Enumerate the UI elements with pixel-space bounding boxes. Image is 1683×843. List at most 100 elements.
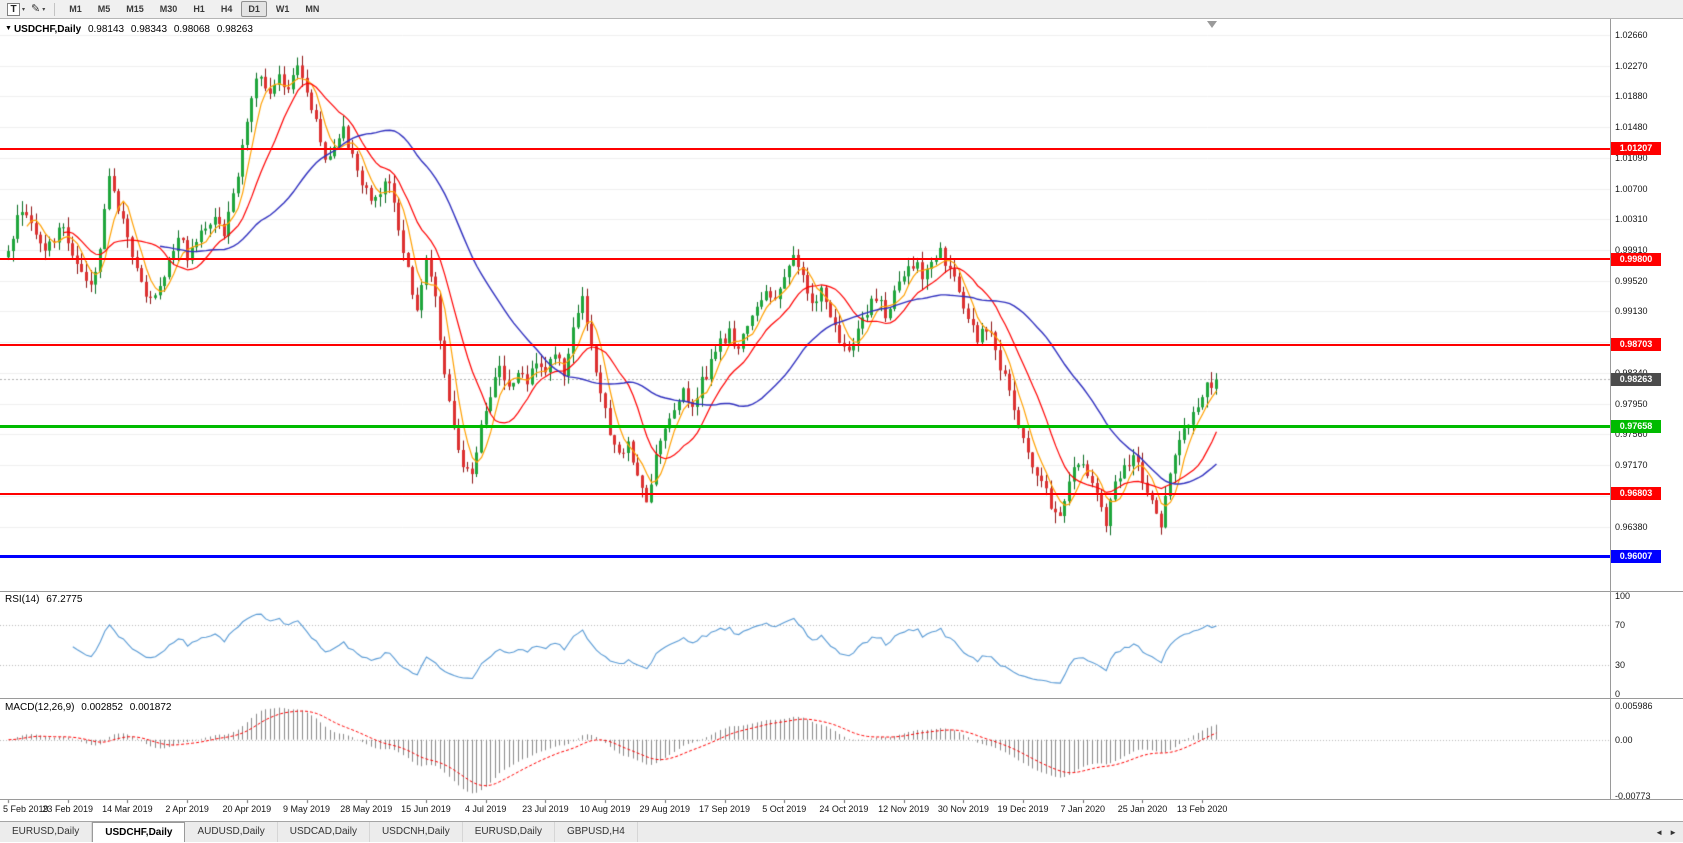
timeframe-button-m1[interactable]: M1 [69,4,82,14]
chart-tab-2-audusd-daily[interactable]: AUDUSD,Daily [185,822,278,842]
price-tick-label: 1.01880 [1615,91,1648,102]
text-tool-icon: T [7,2,20,16]
price-tag-0.96007: 0.96007 [1611,549,1661,563]
date-label: 23 Feb 2019 [42,804,93,814]
tab-scroll-right-icon[interactable]: ► [1669,827,1677,837]
date-label: 29 Aug 2019 [639,804,691,814]
chart-tab-0-eurusd-daily[interactable]: EURUSD,Daily [0,822,93,842]
macd-name: MACD(12,26,9) [5,702,75,713]
current-price-tag: 0.98263 [1611,372,1661,386]
timeframe-button-h4[interactable]: H4 [220,4,233,14]
date-label: 5 Oct 2019 [762,804,807,814]
rsi-indicator-title: RSI(14) 67.2775 [5,594,82,605]
horizontal-line-0.96007[interactable] [0,554,1610,558]
chevron-down-icon: ▾ [42,6,46,13]
timeframe-button-h1[interactable]: H1 [193,4,205,14]
rsi-scale-label: 100 [1615,591,1631,601]
timeframe-button-m5[interactable]: M5 [97,4,111,14]
pencil-icon: ✎ [31,2,41,15]
price-tick-label: 1.02660 [1615,29,1648,40]
price-tick-label: 0.96380 [1615,521,1648,532]
price-tick-label: 0.97950 [1615,398,1648,409]
macd-main-value: 0.002852 [81,702,123,713]
chart-tab-bar: EURUSD,Daily USDCHF,Daily AUDUSD,Daily USDC… [0,821,1683,842]
timeframe-button-m15[interactable]: M15 [126,4,144,14]
chart-tab-3-usdcad-daily[interactable]: USDCAD,Daily [278,822,370,842]
chart-tab-5-eurusd-daily[interactable]: EURUSD,Daily [463,822,555,842]
draw-tool-button[interactable]: ✎ ▾ [28,2,48,17]
text-tool-button[interactable]: T ▾ [4,2,28,17]
date-label: 23 Jul 2019 [522,804,569,814]
price-tick-label: 0.97170 [1615,460,1648,471]
date-label: 10 Aug 2019 [579,804,631,814]
timeframe-button-m30[interactable]: M30 [159,4,178,14]
date-label: 30 Nov 2019 [937,804,989,814]
panel-separator[interactable] [0,698,1683,699]
ohlc-low: 0.98068 [173,24,210,35]
date-label: 19 Dec 2019 [997,804,1049,814]
macd-scale-label: -0.00773 [1615,791,1651,801]
rsi-name: RSI(14) [5,594,40,605]
date-label: 12 Nov 2019 [878,804,930,814]
macd-scale-label: 0.005986 [1615,701,1653,711]
timeframe-button-mn[interactable]: MN [305,4,320,14]
date-label: 13 Feb 2020 [1176,804,1228,814]
price-tick-label: 1.00310 [1615,214,1648,225]
ohlc-high: 0.98343 [130,24,168,35]
macd-scale-label: 0.00 [1615,734,1633,745]
price-tick-label: 1.00700 [1615,183,1648,194]
price-tag-0.96803: 0.96803 [1611,487,1661,501]
panel-separator[interactable] [0,799,1683,800]
price-tag-0.98703: 0.98703 [1611,338,1661,352]
chart-tab-1-usdchf-daily[interactable]: USDCHF,Daily [92,822,186,842]
tab-scroll-controls: ◄ ► [1655,822,1683,842]
price-tick-label: 0.99910 [1615,245,1648,256]
rsi-scale-label: 70 [1615,620,1626,631]
chart-symbol-label: USDCHF,Daily [13,24,82,35]
price-tick-label: 1.01480 [1615,122,1648,133]
rsi-scale-label: 30 [1615,659,1626,670]
ohlc-close: 0.98263 [216,24,253,35]
top-toolbar: T ▾ ✎ ▾ M1 M5 M15 M30 H1 H4 D1 W1 MN [0,0,1683,19]
price-axis[interactable] [1611,19,1683,799]
price-tag-0.99800: 0.99800 [1611,252,1661,266]
panel-separator[interactable] [0,591,1683,592]
price-tag-0.97658: 0.97658 [1611,420,1661,434]
chart-title: ▼ USDCHF,Daily 0.98143 0.98343 0.98068 0.… [5,24,253,35]
date-label: 5 Feb 2019 [3,804,49,814]
rsi-value: 67.2775 [46,594,83,605]
chart-shift-marker[interactable] [1207,21,1217,28]
timeframe-button-d1[interactable]: D1 [241,1,267,17]
chart-tab-6-gbpusd-h4[interactable]: GBPUSD,H4 [555,822,638,842]
price-tag-1.01207: 1.01207 [1611,142,1661,156]
tab-scroll-left-icon[interactable]: ◄ [1655,827,1664,837]
date-label: 2 Apr 2019 [165,804,209,814]
date-label: 20 Apr 2019 [222,804,272,814]
date-label: 24 Oct 2019 [819,804,869,814]
horizontal-line-1.01207[interactable] [0,147,1610,150]
horizontal-line-0.99800[interactable] [0,258,1610,260]
price-tick-label: 0.99520 [1615,275,1648,286]
date-label: 25 Jan 2020 [1117,804,1168,814]
horizontal-line-0.98703[interactable] [0,343,1610,346]
price-tick-label: 1.02270 [1615,60,1648,71]
horizontal-line-0.96803[interactable] [0,492,1610,495]
horizontal-line-0.97658[interactable] [0,425,1610,429]
ohlc-open: 0.98143 [87,24,125,35]
date-label: 9 May 2019 [283,804,331,814]
rsi-scale-label: 0 [1615,689,1621,699]
chart-tab-4-usdcnh-daily[interactable]: USDCNH,Daily [370,822,463,842]
price-tick-label: 1.01090 [1615,152,1648,163]
date-label: 7 Jan 2020 [1060,804,1106,814]
price-tick-label: 0.97560 [1615,429,1648,440]
timeframe-button-w1[interactable]: W1 [275,4,290,14]
date-label: 15 Jun 2019 [401,804,451,814]
macd-signal-value: 0.001872 [129,702,172,713]
toolbar-separator [54,2,56,16]
axis-separator [1610,19,1611,799]
chart-marker-icon: ▼ [5,25,12,32]
price-tick-label: 0.99130 [1615,306,1648,317]
timeframe-group: M1 M5 M15 M30 H1 H4 D1 W1 MN [61,1,327,17]
